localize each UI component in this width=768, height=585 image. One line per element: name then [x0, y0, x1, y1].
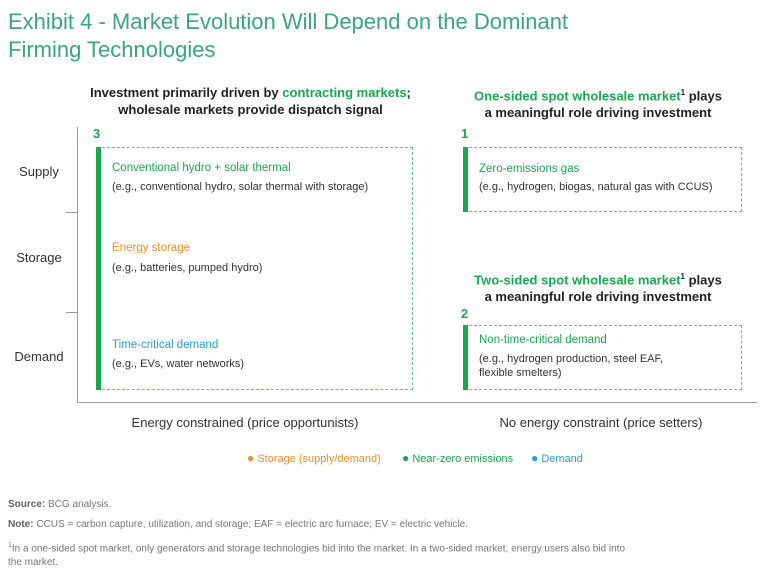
- row-label-demand: Demand: [14, 349, 64, 364]
- y-axis-tick: [66, 212, 77, 213]
- legend-dot-icon: ●: [531, 451, 539, 465]
- right-top-header-sup: 1: [680, 88, 686, 97]
- title-line-1: Exhibit 4 - Market Evolution Will Depend…: [8, 9, 569, 34]
- right-bottom-item-sub-2: flexible smelters): [479, 367, 562, 379]
- right-top-box-accent-bar: [463, 147, 468, 212]
- footnote-line-2: the market.: [8, 557, 59, 569]
- right-bottom-header-text: plays: [684, 272, 722, 288]
- left-item-sub-1: (e.g., conventional hydro, solar thermal…: [112, 181, 369, 193]
- footer-footnote: 1In a one-sided spot market, only genera…: [8, 539, 748, 570]
- left-box-number: 3: [93, 126, 101, 141]
- right-top-header: One-sided spot wholesale market1 plays a…: [440, 84, 756, 121]
- footnote-line-1: In a one-sided spot market, only generat…: [11, 543, 626, 555]
- exhibit-title: Exhibit 4 - Market Evolution Will Depend…: [8, 8, 708, 64]
- footer-source-text: BCG analysis.: [45, 499, 112, 510]
- right-bottom-box-accent-bar: [463, 325, 468, 390]
- footer-note: Note: CCUS = carbon capture, utilization…: [8, 518, 468, 532]
- legend-label-near-zero: Near-zero emissions: [412, 453, 514, 465]
- left-item-title-1: Conventional hydro + solar thermal: [112, 162, 291, 174]
- row-label-storage: Storage: [16, 250, 62, 265]
- legend-item-storage: ● Storage (supply/demand): [247, 451, 381, 465]
- footer-note-label: Note:: [8, 519, 34, 530]
- right-bottom-item-sub-1: (e.g., hydrogen production, steel EAF,: [479, 353, 664, 365]
- right-bottom-header: Two-sided spot wholesale market1 plays a…: [440, 268, 756, 305]
- legend-label-storage: Storage (supply/demand): [257, 453, 381, 465]
- row-label-supply: Supply: [19, 164, 59, 179]
- left-item-title-3: Time-critical demand: [112, 339, 219, 351]
- footer-source-label: Source:: [8, 499, 46, 510]
- legend-label-demand: Demand: [541, 453, 583, 465]
- right-top-header-text: plays: [685, 88, 722, 104]
- title-line-2: Firming Technologies: [8, 37, 216, 62]
- x-label-right: No energy constraint (price setters): [499, 415, 703, 430]
- left-header-highlight: contracting markets: [282, 85, 407, 100]
- right-bottom-header-highlight: Two-sided spot wholesale market: [474, 272, 681, 288]
- legend-item-near-zero: ● Near-zero emissions: [402, 451, 513, 465]
- right-top-header-line-2: a meaningful role driving investment: [484, 105, 712, 121]
- left-column-header: Investment primarily driven by contracti…: [78, 84, 423, 118]
- x-label-left: Energy constrained (price opportunists): [131, 415, 359, 430]
- right-bottom-box-number: 2: [461, 306, 469, 321]
- x-axis-line: [77, 402, 757, 403]
- legend-dot-icon: ●: [402, 451, 410, 465]
- legend-item-demand: ● Demand: [531, 451, 583, 465]
- right-top-header-highlight: One-sided spot wholesale market: [474, 88, 681, 104]
- right-top-item-sub: (e.g., hydrogen, biogas, natural gas wit…: [479, 181, 713, 193]
- right-top-item-title: Zero-emissions gas: [479, 163, 580, 175]
- left-header-text: Investment primarily driven by: [90, 85, 283, 100]
- footer-note-text: CCUS = carbon capture, utilization, and …: [33, 519, 468, 530]
- right-bottom-header-sup: 1: [680, 272, 685, 281]
- right-bottom-header-line-2: a meaningful role driving investment: [484, 289, 712, 305]
- left-box-accent-bar: [96, 147, 101, 390]
- left-item-sub-2: (e.g., batteries, pumped hydro): [112, 262, 263, 274]
- left-item-title-2: Energy storage: [112, 242, 190, 254]
- right-top-box-number: 1: [461, 126, 469, 141]
- left-item-sub-3: (e.g., EVs, water networks): [112, 358, 245, 370]
- y-axis-tick: [66, 312, 77, 313]
- footer-source: Source: BCG analysis.: [8, 498, 111, 512]
- left-header-punct: ;: [406, 85, 411, 100]
- legend-dot-icon: ●: [247, 451, 255, 465]
- left-header-line-2: wholesale markets provide dispatch signa…: [118, 102, 383, 117]
- y-axis-line: [77, 127, 78, 403]
- right-bottom-item-title: Non-time-critical demand: [479, 334, 607, 346]
- footnote-sup: 1: [8, 542, 12, 549]
